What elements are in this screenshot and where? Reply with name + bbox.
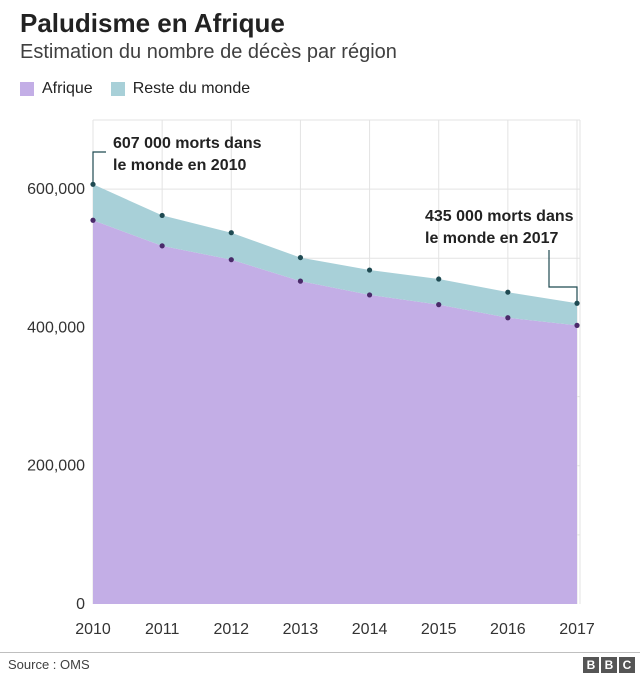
point-total [228,230,234,236]
x-tick-label: 2014 [352,621,388,638]
point-total [159,212,165,219]
annotations: 607 000 morts dans le monde en 2010 435 00… [92,135,578,304]
markers [90,181,580,328]
bbc-logo: B B C [581,657,635,673]
bbc-logo-letter: C [619,657,635,673]
legend-label-reste-du-monde: Reste du monde [132,80,251,97]
source-note: Source : OMS [8,657,90,672]
legend-swatch-afrique [20,82,34,96]
y-tick-label: 0 [76,596,85,613]
point-afrique [574,322,580,328]
areas [93,184,577,604]
chart-subtitle: Estimation du nombre de décès par région [20,41,397,63]
point-total [297,254,304,261]
annotation-2017-line: 435 000 morts dans [425,208,574,225]
x-tick-label: 2011 [145,621,180,638]
annotation-2010-line: le monde en 2010 [113,157,246,174]
chart-title: Paludisme en Afrique [20,8,285,38]
bbc-logo-letter: B [583,657,599,673]
area-reste-du-monde [93,184,577,326]
legend-item-afrique: Afrique [20,80,93,98]
area-afrique [93,220,577,604]
legend: Afrique Reste du monde [20,80,268,98]
legend-label-afrique: Afrique [42,80,93,97]
footer-divider [0,652,640,653]
point-afrique [297,278,304,284]
annotation-2017-line: le monde en 2017 [425,230,558,247]
point-total [366,267,373,273]
point-afrique [436,302,442,308]
point-afrique [505,315,511,321]
x-tick-label: 2013 [283,621,319,638]
x-axis: 2010 2011 2012 2013 2014 2015 2016 2017 [75,621,595,638]
x-tick-label: 2016 [490,621,526,638]
x-tick-label: 2010 [75,621,111,638]
point-total [436,276,442,282]
x-tick-label: 2015 [421,621,457,638]
y-axis: 0 200,000 400,000 600,000 [27,181,85,613]
y-tick-label: 600,000 [27,181,85,198]
bbc-logo-letter: B [601,657,617,673]
y-tick-label: 200,000 [27,458,85,475]
point-afrique [228,257,234,263]
point-afrique [90,217,96,223]
y-tick-label: 400,000 [27,319,85,336]
x-tick-label: 2017 [559,621,595,638]
point-total [505,289,511,295]
point-afrique [366,292,373,298]
annotation-2010-line: 607 000 morts dans [113,135,262,152]
legend-swatch-reste-du-monde [110,82,125,96]
annotation-leader-2017 [548,250,578,304]
point-afrique [159,243,165,249]
legend-item-reste-du-monde: Reste du monde [110,80,251,98]
annotation-leader-2010 [92,151,106,185]
x-tick-label: 2012 [213,621,249,638]
